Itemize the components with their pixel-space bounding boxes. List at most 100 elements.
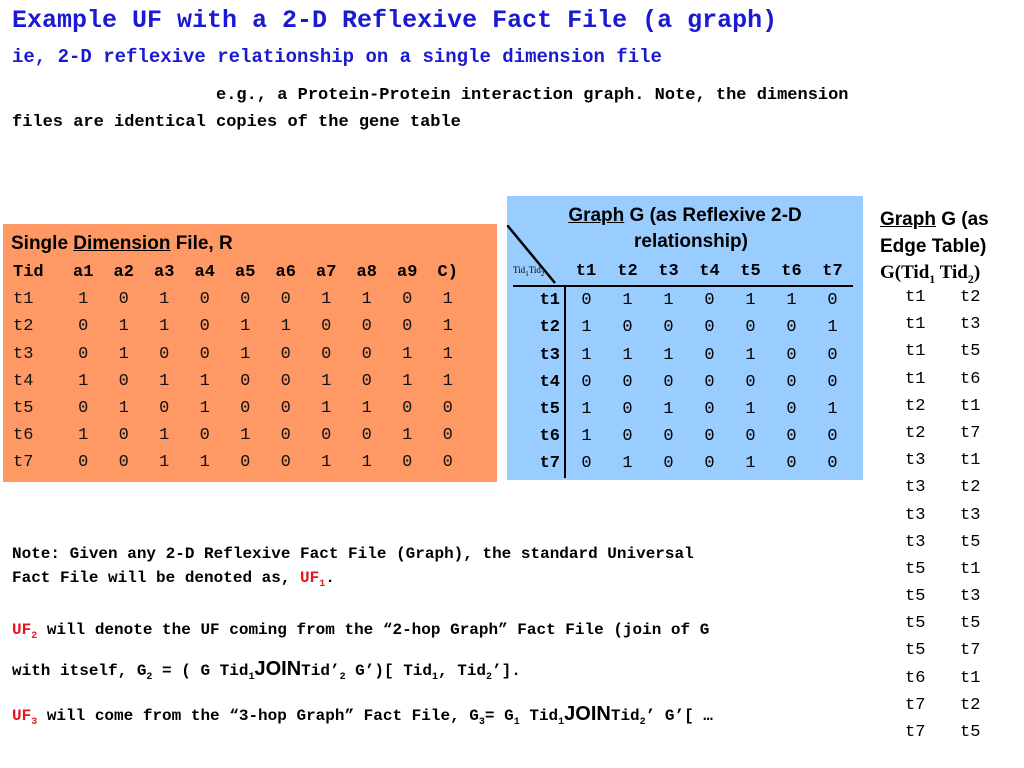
graph-cell: 0 (704, 345, 715, 365)
dimension-cell: 1 (240, 317, 251, 337)
edge-list: t1 t2 t1 t3 t1 t5 t1 t6 t2 t1 t2 t7 t3 t1 t3 t2 t3 t3 t3 t5… (905, 284, 1015, 746)
graph-cell: 0 (581, 454, 592, 474)
table-row: t5 0 1 0 1 0 0 1 1 0 0 (13, 395, 468, 422)
graph-cell: 0 (786, 345, 797, 365)
graph-column-header: t6 (771, 258, 812, 288)
graph-cell: 0 (622, 318, 633, 338)
dimension-cell: 0 (402, 453, 413, 473)
graph-cell: 0 (745, 318, 756, 338)
dimension-cell: 1 (402, 426, 413, 446)
edge-target: t2 (960, 478, 981, 498)
edge-target: t3 (960, 315, 981, 335)
edge-target: t1 (960, 559, 981, 579)
note1-line1: Note: Given any 2-D Reflexive Fact File … (12, 545, 694, 563)
graph-cell: 1 (745, 345, 756, 365)
dimension-cell: 1 (442, 317, 453, 337)
edge-source: t6 (905, 668, 926, 688)
edge-target: t3 (960, 505, 981, 525)
note2-part-a: will denote the UF coming from the “2-ho… (37, 621, 710, 639)
dimension-table-body: t1 1 0 1 0 0 0 1 1 0 1 t2 0 1 1 0 1 1 0 0 0 1 t3 0 1 0 0 1 0 0 0 1 1 t4 1 0… (13, 286, 468, 476)
corner-tid1: Tid (513, 265, 526, 276)
edge-target: t5 (960, 723, 981, 742)
note3-part-a: will come from the “3-hop Graph” Fact Fi… (37, 707, 479, 725)
list-item: t7 t2 (905, 692, 1015, 719)
page-title: Example UF with a 2-D Reflexive Fact Fil… (12, 6, 778, 35)
edge-target: t6 (960, 369, 981, 389)
dimension-column-header: a7 (316, 263, 337, 283)
graph-cell: 1 (827, 400, 838, 420)
table-row: t7 0 1 0 0 1 0 0 (513, 450, 853, 478)
edge-title-rest-1: G (as (935, 209, 989, 230)
dimension-cell: 0 (442, 453, 453, 473)
dimension-cell: 0 (78, 453, 89, 473)
dimension-cell: 0 (280, 426, 291, 446)
uf1-text: UF (300, 569, 320, 587)
dimension-column-header: a8 (356, 263, 377, 283)
corner-tid2-sub: 2 (540, 269, 545, 278)
page-subtitle: ie, 2-D reflexive relationship on a sing… (12, 46, 662, 68)
intro-line-2: files are identical copies of the gene t… (12, 113, 461, 132)
edge-target: t7 (960, 641, 981, 661)
dimension-cell: 0 (199, 344, 210, 364)
dimension-row-id: t1 (13, 290, 34, 310)
table-row: t1 1 0 1 0 0 0 1 1 0 1 (13, 286, 468, 313)
dimension-column-header: a1 (73, 263, 94, 283)
note2-part-b: with itself, G (12, 662, 147, 681)
graph-cell: 0 (704, 400, 715, 420)
graph-cell: 1 (581, 400, 592, 420)
dimension-column-header: a5 (235, 263, 256, 283)
uf2-text: UF (12, 621, 32, 639)
graph-cell: 1 (786, 291, 797, 311)
dimension-cell: 1 (78, 371, 89, 391)
sig-part-a: G(Tid (880, 262, 930, 283)
graph-row-header: t5 (513, 395, 566, 424)
graph-cell: 0 (827, 372, 838, 392)
dimension-cell: 1 (118, 317, 129, 337)
dimension-cell: 0 (78, 399, 89, 419)
graph-cell: 1 (622, 454, 633, 474)
dimension-title-suffix: File, R (170, 233, 233, 254)
graph-cell: 1 (581, 345, 592, 365)
graph-cell: 0 (745, 427, 756, 447)
dimension-column-header: a3 (154, 263, 175, 283)
dimension-cell: 0 (199, 426, 210, 446)
graph-cell: 1 (622, 345, 633, 365)
note3-part-d: Tid (610, 707, 640, 725)
dimension-cell: 0 (442, 426, 453, 446)
dimension-cell: 1 (402, 371, 413, 391)
uf3-label: UF3 (12, 707, 37, 728)
table-row: t4 1 0 1 1 0 0 1 0 1 1 (13, 368, 468, 395)
graph-cell: 0 (786, 372, 797, 392)
graph-cell: 1 (745, 291, 756, 311)
dimension-cell: 1 (240, 344, 251, 364)
table-row: t4 0 0 0 0 0 0 0 (513, 368, 853, 396)
graph-cell: 0 (622, 400, 633, 420)
graph-row-header: t4 (513, 368, 566, 396)
edge-source: t2 (905, 423, 926, 443)
graph-row-header: t3 (513, 341, 566, 369)
graph-row-header: t1 (513, 286, 566, 315)
dimension-cell: 0 (280, 453, 291, 473)
dimension-column-header: C) (437, 263, 458, 283)
graph-cell: 0 (704, 372, 715, 392)
dimension-cell: 1 (199, 399, 210, 419)
graph-cell: 0 (827, 291, 838, 311)
note2-sub-b: 2 (146, 672, 153, 684)
graph-cell: 0 (581, 291, 592, 311)
edge-source: t1 (905, 315, 926, 335)
graph-matrix-body: t1 0 1 1 0 1 1 0 t2 1 0 0 0 0 0 1 t3 1 1 1 0 1 0 0 t4 0 0 0 0 0 0 0 t5 1 0… (513, 286, 853, 478)
graph-cell: 0 (827, 454, 838, 474)
edge-source: t1 (905, 369, 926, 389)
table-row: t6 1 0 1 0 1 0 0 0 1 0 (13, 422, 468, 449)
dimension-cell: 0 (402, 290, 413, 310)
graph-cell: 0 (786, 427, 797, 447)
note3-sub-c: 1 (558, 717, 565, 729)
graph-cell: 1 (827, 318, 838, 338)
uf1-label: UF1 (300, 569, 325, 590)
list-item: t2 t7 (905, 420, 1015, 447)
note3-end: ’ G’[ … (645, 707, 713, 725)
dimension-cell: 0 (118, 426, 129, 446)
note1-line2: Fact File will be denoted as, (12, 569, 301, 587)
graph-cell: 0 (704, 291, 715, 311)
graph-cell: 0 (745, 372, 756, 392)
